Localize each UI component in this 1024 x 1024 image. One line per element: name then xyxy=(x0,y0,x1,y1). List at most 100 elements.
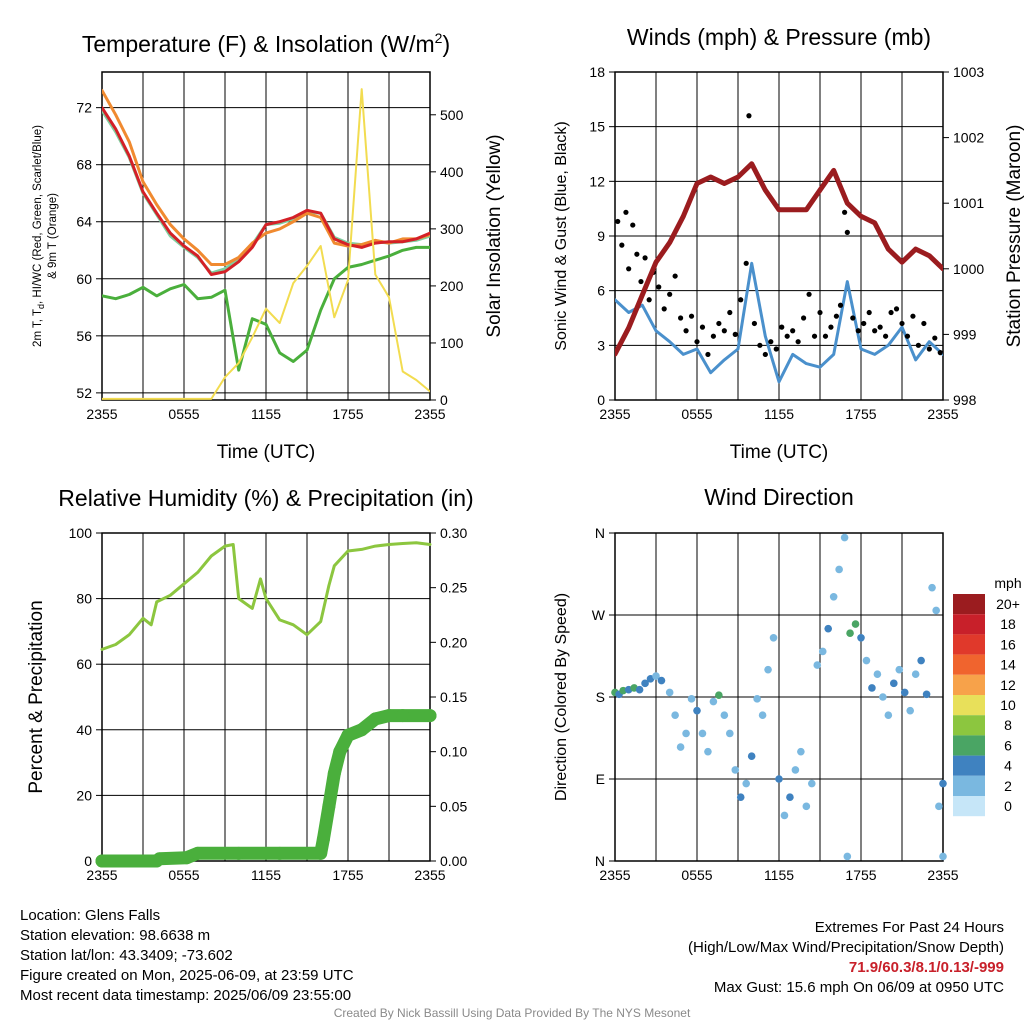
gust-point xyxy=(828,324,834,330)
direction-point xyxy=(698,729,707,738)
y-tick-label: W xyxy=(592,607,606,623)
y-tick-label: 0 xyxy=(84,853,92,869)
extremes-subtitle: (High/Low/Max Wind/Precipitation/Snow De… xyxy=(688,939,1004,956)
temperature-series-4 xyxy=(102,88,430,400)
legend-swatch xyxy=(953,735,985,756)
temperature-series-2 xyxy=(102,106,430,276)
gust-point xyxy=(822,333,829,339)
gust-point xyxy=(833,313,840,319)
direction-point xyxy=(922,690,931,699)
gust-point xyxy=(801,315,807,321)
x-tick-label: 1755 xyxy=(332,867,363,883)
direction-point xyxy=(829,592,838,601)
gust-point xyxy=(921,320,927,327)
y-tick-label: 60 xyxy=(76,656,92,672)
direction-point xyxy=(846,629,854,638)
direction-point xyxy=(851,620,860,628)
direction-point xyxy=(939,852,947,861)
y-axis-label: Direction (Colored By Speed) xyxy=(553,593,570,801)
legend-swatch xyxy=(953,674,985,695)
direction-point xyxy=(786,793,794,802)
legend-label: 20+ xyxy=(996,596,1020,612)
gust-point xyxy=(817,309,823,316)
gust-point xyxy=(710,333,717,339)
direction-point xyxy=(693,706,701,715)
direction-point xyxy=(935,802,943,811)
direction-point xyxy=(868,684,876,692)
gust-point xyxy=(746,113,752,119)
legend-swatch xyxy=(953,654,985,675)
y-tick-label: 3 xyxy=(597,337,605,353)
gust-point xyxy=(672,273,678,279)
panel-temperature: 2355 0555 1155 1755 2355 52 56 60 64 68 72 0 100 200 3… xyxy=(32,30,505,463)
pressure-line xyxy=(615,161,943,357)
gust-point xyxy=(883,333,889,339)
legend-swatch xyxy=(953,755,985,776)
gust-point xyxy=(872,328,878,334)
gust-point xyxy=(842,209,848,215)
y-tick-label: 18 xyxy=(589,64,605,80)
gust-point xyxy=(721,328,727,334)
gust-point xyxy=(773,346,779,352)
gust-point xyxy=(688,313,695,319)
direction-point xyxy=(873,670,882,679)
legend-label: 8 xyxy=(1004,717,1012,733)
legend-label: 16 xyxy=(1000,636,1016,652)
gust-point xyxy=(716,320,722,327)
legend-label: 18 xyxy=(1000,616,1016,632)
direction-point xyxy=(665,688,674,697)
precipitation-point xyxy=(327,767,341,781)
direction-point xyxy=(818,647,827,656)
y-tick-label: S xyxy=(596,689,605,705)
direction-point xyxy=(775,775,783,783)
x-tick-label: 0555 xyxy=(681,867,712,883)
y2-tick-label: 0.05 xyxy=(440,798,467,814)
panel-humidity: 2355 0555 1155 1755 23550204060801000.000.05… xyxy=(26,485,474,883)
direction-point xyxy=(895,665,904,674)
direction-point xyxy=(726,729,734,738)
gust-point xyxy=(661,306,667,312)
direction-point xyxy=(906,706,914,715)
gust-point xyxy=(732,331,738,337)
x-tick-label: 2355 xyxy=(599,406,630,422)
precipitation-point xyxy=(316,832,330,846)
y2-tick-label: 0.15 xyxy=(440,689,467,705)
precipitation-point xyxy=(368,712,382,726)
gust-point xyxy=(861,320,867,327)
gust-point xyxy=(768,339,774,345)
y2-axis-label: Solar Insolation (Yellow) xyxy=(484,134,505,337)
gust-point xyxy=(899,320,905,327)
gust-point xyxy=(615,218,621,225)
precipitation-point xyxy=(382,709,396,723)
gust-point xyxy=(656,284,662,290)
x-tick-label: 1755 xyxy=(845,867,876,883)
legend-swatch xyxy=(953,594,985,615)
chart-title: Relative Humidity (%) & Precipitation (i… xyxy=(58,485,473,511)
gust-point xyxy=(910,313,916,319)
y-tick-label: 52 xyxy=(76,385,92,401)
y2-tick-label: 0.10 xyxy=(440,744,467,760)
gust-point xyxy=(699,324,706,330)
direction-point xyxy=(682,729,690,738)
direction-point xyxy=(840,533,849,542)
x-tick-label: 0555 xyxy=(168,406,199,422)
direction-point xyxy=(753,695,761,703)
direction-point xyxy=(917,656,925,665)
gust-point xyxy=(757,342,763,348)
latlon-text: Station lat/lon: 43.3409; -73.602 xyxy=(20,947,233,964)
x-tick-label: 1755 xyxy=(332,406,363,422)
y-axis-label: Percent & Precipitation xyxy=(26,600,47,793)
gust-point xyxy=(634,251,640,257)
gust-point xyxy=(630,222,636,228)
precipitation-point xyxy=(355,723,369,737)
gust-point xyxy=(850,315,856,321)
x-tick-label: 2355 xyxy=(927,867,958,883)
gust-point xyxy=(779,324,785,330)
y2-tick-label: 1003 xyxy=(953,64,984,80)
temperature-series-1 xyxy=(102,89,430,266)
direction-point xyxy=(704,747,712,756)
precipitation-point xyxy=(191,846,205,860)
y-tick-label: 6 xyxy=(597,283,605,299)
credit-text: Created By Nick Bassill Using Data Provi… xyxy=(333,1006,691,1020)
y-tick-label: 72 xyxy=(76,100,92,116)
